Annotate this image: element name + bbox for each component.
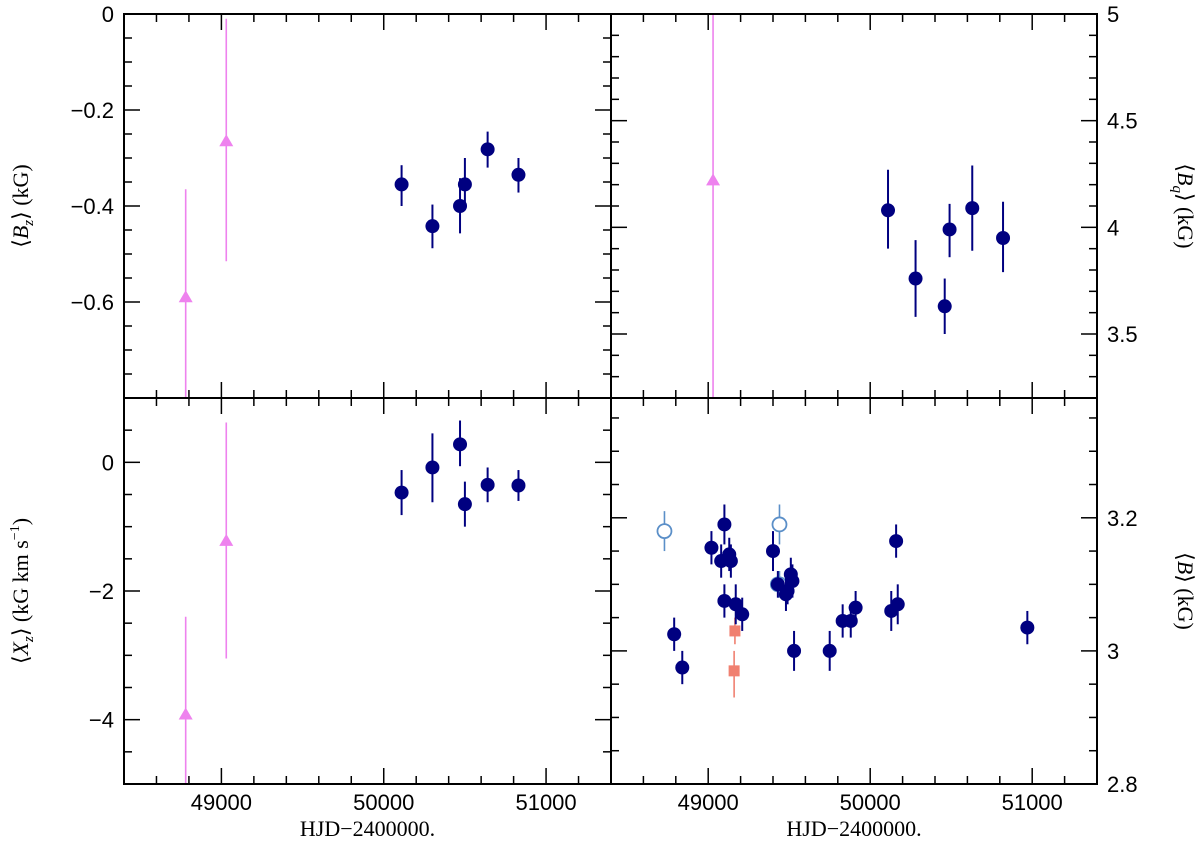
data-point-triangle [178,290,193,303]
y-axis-label: ⟨Bq⟩ (kG) [1169,163,1198,248]
data-point-circle [785,574,800,589]
data-point-circle [675,660,690,675]
data-point-circle [766,544,780,559]
y-tick-label: 4.5 [1107,109,1138,134]
data-point-open-circle [771,516,788,533]
y-tick-label: 0 [102,450,114,475]
data-point-circle [728,597,743,612]
y-axis-label: ⟨Xz⟩ (kG km s−1) [8,518,37,664]
x-tick-label: 49000 [678,790,739,815]
y-tick-label: −4 [89,708,114,733]
data-point-circle [511,167,526,182]
y-tick-label: −0.4 [71,194,114,219]
y-tick-label: 4 [1107,215,1119,240]
data-point-circle [723,554,738,569]
data-point-triangle [178,707,193,720]
panel-bottom-left: 0 −2 −4 49000 50000 51000 HJD−2400000. ⟨Xz⟩ (kG… [8,397,612,841]
data-point-square [729,625,741,637]
y-tick-label: 3.5 [1107,322,1138,347]
y-tick-label: 3.2 [1107,506,1138,531]
x-tick-label: 50000 [353,790,414,815]
data-point-circle [787,643,802,658]
data-point-circle [453,199,468,213]
data-point-circle [942,222,957,237]
data-point-open-circle [656,523,673,540]
data-point-circle [457,497,472,512]
data-point-circle [996,231,1011,245]
panel-bottom-right: 3.2 3 2.8 49000 50000 51000 HJD−2400000. ⟨B⟩ (k… [610,397,1198,841]
x-tick-label: 50000 [840,790,901,815]
x-tick-label: 49000 [191,790,252,815]
y-tick-label: −0.2 [71,98,114,123]
data-point-circle [908,271,923,286]
data-point-circle [425,460,440,475]
y-tick-label: 3 [1107,639,1119,664]
y-tick-label: 0 [102,2,114,27]
panel-frame [123,13,612,399]
data-point-circle [1020,620,1035,635]
data-point-square [728,665,740,677]
data-point-circle [480,477,495,492]
data-point-triangle [219,533,234,546]
y-tick-label: 5 [1107,2,1119,27]
data-point-circle [822,643,837,658]
data-point-circle [453,437,468,452]
y-axis-label: ⟨B⟩ (kG) [1173,552,1198,630]
data-point-circle [511,478,526,493]
data-point-triangle [706,173,721,186]
y-tick-label: −2 [89,579,114,604]
x-axis-label: HJD−2400000. [786,816,921,841]
data-point-circle [848,600,863,615]
data-point-circle [457,177,472,192]
data-point-circle [394,485,409,500]
data-point-circle [735,607,750,622]
data-point-circle [394,177,409,192]
data-point-circle [717,593,732,608]
data-point-circle [425,219,440,234]
y-tick-label: 2.8 [1107,772,1138,797]
data-point-circle [937,299,952,314]
data-point-circle [843,613,858,628]
data-point-circle [890,597,905,612]
data-point-circle [667,627,682,642]
data-point-circle [881,203,896,218]
data-point-circle [889,534,904,549]
data-point-circle [480,142,495,157]
data-point-circle [965,201,980,216]
x-tick-label: 51000 [515,790,576,815]
panel-top-left: 0 −0.2 −0.4 −0.6 ⟨Bz⟩ (kG) [8,2,612,399]
panel-frame [610,397,1098,785]
panel-frame [123,397,612,785]
y-tick-label: −0.6 [71,290,114,315]
data-point-circle [704,540,719,555]
data-point-circle [717,517,732,532]
y-axis-label: ⟨Bz⟩ (kG) [8,164,37,248]
panel-top-right: 5 4.5 4 3.5 ⟨Bq⟩ (kG) [610,2,1198,399]
x-axis-label: HJD−2400000. [300,816,435,841]
x-tick-label: 51000 [1002,790,1063,815]
data-point-triangle [219,134,234,147]
panel-frame [610,13,1098,399]
